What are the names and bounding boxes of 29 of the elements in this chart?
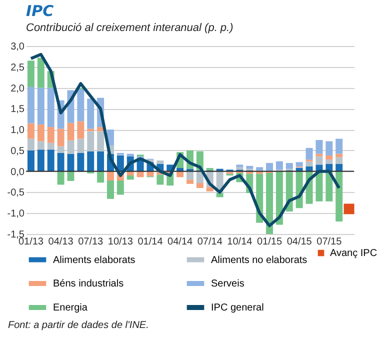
x-tick-label: 10/13 [108,236,134,248]
x-tick-label: 04/14 [168,236,194,248]
chart-title: IPC [26,2,54,20]
y-tick-label: 3,0 [10,42,25,52]
y-tick-label: 0,5 [10,146,25,157]
chart-subtitle: Contribució al creixement interanual (p. p.) [26,22,234,34]
y-tick-label: 2,5 [10,62,25,74]
legend-label: Avanç IPC [330,248,378,259]
y-tick-label: -0,5 [7,188,25,199]
legend-label: Serveis [211,278,244,290]
x-tick-label: 07/13 [78,236,104,248]
y-tick-label: 0,0 [10,166,25,178]
text: Font: a partir de dades de l'INE. [7,320,150,331]
x-tick-label: 04/15 [286,236,312,248]
x-tick-label: 10/14 [227,236,253,248]
legend-label: Aliments no elaborats [211,254,308,266]
x-tick-label: 07/14 [197,236,223,248]
legend-label: Aliments elaborats [53,254,136,266]
x-tick-label: 01/15 [257,236,282,248]
y-tick-label: -1,0 [7,208,25,220]
y-tick-label: 1,0 [10,125,25,136]
y-tick-label: 1,5 [10,104,25,116]
y-tick-label: 2,0 [10,83,25,94]
legend-label: Béns industrials [53,278,124,290]
x-tick-label: 01/14 [138,236,164,248]
legend-label: Energia [53,302,88,314]
x-tick-label: 04/13 [48,236,74,248]
legend-label: IPC general [211,302,264,314]
x-tick-label: 07/15 [316,236,342,248]
